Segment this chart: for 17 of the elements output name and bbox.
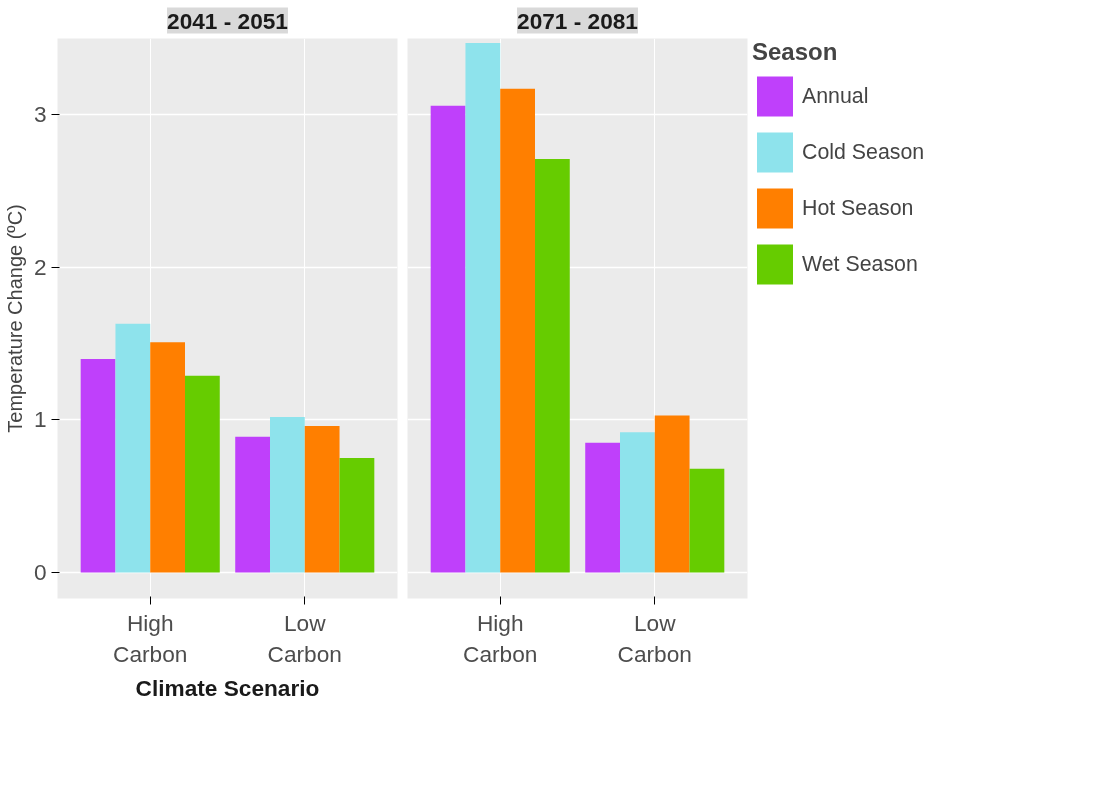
legend-title: Season	[752, 38, 839, 66]
x-axis-title: Climate Scenario	[135, 674, 320, 701]
x-tick-label: High Carbon	[113, 609, 188, 667]
legend-label: Cold Season	[802, 139, 925, 165]
x-tick-label: Low Carbon	[267, 609, 342, 667]
y-tick-label: 2	[33, 253, 47, 280]
y-tick-label: 1	[33, 406, 47, 433]
x-tick-label: Low Carbon	[617, 609, 692, 667]
y-tick-label: 3	[33, 101, 47, 128]
legend-label: Wet Season	[802, 251, 918, 277]
chart-title: 2071 - 2081	[517, 7, 638, 34]
y-axis-title: Temperature Change (ºC)	[3, 204, 26, 433]
chart-title: 2041 - 2051	[167, 7, 288, 34]
x-tick-label: High Carbon	[463, 609, 538, 667]
y-tick-label: 0	[33, 559, 47, 586]
legend-label: Annual	[802, 83, 869, 109]
legend-label: Hot Season	[802, 195, 914, 221]
